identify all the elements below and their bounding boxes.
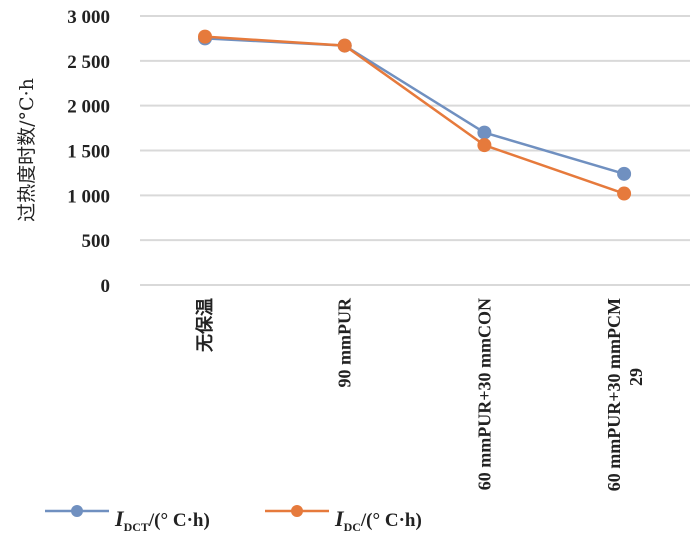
series-line-1 [204,35,625,195]
y-tick-label: 2 500 [67,52,110,73]
data-point [337,38,352,53]
data-point [617,166,632,181]
x-tick-label: 60 mmPUR+30 mmPCM 29 [604,298,646,491]
legend-label: IDC/(° C·h) [334,506,422,534]
legend-marker [71,505,83,517]
y-tick-label: 2 000 [67,97,110,118]
legend-marker [291,505,303,517]
x-tick-label: 90 mmPUR [335,297,355,387]
data-point [198,29,212,44]
y-tick-label: 1 000 [67,186,110,207]
y-tick-label: 0 [101,276,111,297]
x-tick-label: 60 mmPUR+30 mmCON [474,298,494,490]
legend-label: IDCT/(° C·h) [114,506,210,534]
x-tick-label: 无保温 [194,298,215,352]
y-axis-title: 过热度时数/°C·h [16,78,38,222]
data-point [477,125,492,140]
y-tick-label: 3 000 [67,7,110,28]
y-tick-label: 500 [82,231,111,252]
y-tick-label: 1 500 [67,142,110,163]
data-point [617,186,632,201]
data-point [477,138,492,153]
